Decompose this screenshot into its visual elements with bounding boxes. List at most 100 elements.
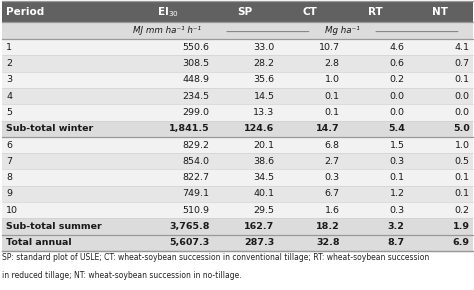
Text: 2: 2 xyxy=(6,59,12,68)
Text: 38.6: 38.6 xyxy=(254,157,274,166)
Text: 829.2: 829.2 xyxy=(182,140,210,150)
Bar xyxy=(2,235,473,251)
Text: 13.3: 13.3 xyxy=(253,108,274,117)
Bar xyxy=(2,169,473,186)
Text: 4: 4 xyxy=(6,92,12,101)
Text: 3.2: 3.2 xyxy=(388,222,405,231)
Bar xyxy=(2,186,473,202)
Text: 4.6: 4.6 xyxy=(390,43,405,52)
Text: 0.0: 0.0 xyxy=(390,108,405,117)
Bar xyxy=(2,202,473,218)
Text: 0.2: 0.2 xyxy=(390,75,405,84)
Text: 299.0: 299.0 xyxy=(182,108,210,117)
Text: 0.1: 0.1 xyxy=(325,92,339,101)
Bar xyxy=(123,1,212,22)
Text: 0.0: 0.0 xyxy=(455,92,470,101)
Bar xyxy=(2,88,473,104)
Text: 0.1: 0.1 xyxy=(455,75,470,84)
Text: 1.2: 1.2 xyxy=(390,189,405,198)
Text: 822.7: 822.7 xyxy=(182,173,210,182)
Text: 3,765.8: 3,765.8 xyxy=(169,222,210,231)
Text: 854.0: 854.0 xyxy=(182,157,210,166)
Text: 308.5: 308.5 xyxy=(182,59,210,68)
Text: 2.7: 2.7 xyxy=(325,157,339,166)
Text: Total annual: Total annual xyxy=(6,238,72,247)
Text: 287.3: 287.3 xyxy=(244,238,274,247)
Text: 10: 10 xyxy=(6,206,18,215)
Text: 7: 7 xyxy=(6,157,12,166)
Text: 1.0: 1.0 xyxy=(325,75,339,84)
Text: 510.9: 510.9 xyxy=(182,206,210,215)
Text: 5.0: 5.0 xyxy=(453,124,470,133)
Text: 10.7: 10.7 xyxy=(319,43,339,52)
Text: 124.6: 124.6 xyxy=(244,124,274,133)
Text: 1.0: 1.0 xyxy=(455,140,470,150)
Text: 35.6: 35.6 xyxy=(254,75,274,84)
Text: 0.6: 0.6 xyxy=(390,59,405,68)
Text: 0.5: 0.5 xyxy=(455,157,470,166)
Text: SP: SP xyxy=(237,7,252,17)
Bar xyxy=(2,218,473,235)
Text: 0.7: 0.7 xyxy=(455,59,470,68)
Text: 9: 9 xyxy=(6,189,12,198)
Text: 749.1: 749.1 xyxy=(182,189,210,198)
Text: CT: CT xyxy=(302,7,317,17)
Text: 29.5: 29.5 xyxy=(254,206,274,215)
Text: 0.3: 0.3 xyxy=(324,173,339,182)
Text: 0.1: 0.1 xyxy=(390,173,405,182)
Bar xyxy=(277,1,342,22)
Bar xyxy=(408,1,473,22)
Text: 20.1: 20.1 xyxy=(254,140,274,150)
Text: 14.7: 14.7 xyxy=(316,124,339,133)
Text: 0.1: 0.1 xyxy=(455,173,470,182)
Text: 8: 8 xyxy=(6,173,12,182)
Text: 1.6: 1.6 xyxy=(325,206,339,215)
Bar xyxy=(2,121,473,137)
Bar xyxy=(2,1,123,22)
Bar xyxy=(2,39,473,55)
Text: Mg ha⁻¹: Mg ha⁻¹ xyxy=(325,26,360,35)
Text: 34.5: 34.5 xyxy=(254,173,274,182)
Text: 33.0: 33.0 xyxy=(253,43,274,52)
Text: 1.5: 1.5 xyxy=(390,140,405,150)
Text: 234.5: 234.5 xyxy=(182,92,210,101)
Text: 0.0: 0.0 xyxy=(455,108,470,117)
Text: 5.4: 5.4 xyxy=(388,124,405,133)
Text: 2.8: 2.8 xyxy=(325,59,339,68)
Bar xyxy=(2,72,473,88)
Text: Sub-total summer: Sub-total summer xyxy=(6,222,102,231)
Text: 6.9: 6.9 xyxy=(453,238,470,247)
Bar xyxy=(212,1,277,22)
Text: EI$_{30}$: EI$_{30}$ xyxy=(156,5,178,19)
Text: 14.5: 14.5 xyxy=(254,92,274,101)
Text: 162.7: 162.7 xyxy=(244,222,274,231)
Text: 0.1: 0.1 xyxy=(455,189,470,198)
Text: 0.0: 0.0 xyxy=(390,92,405,101)
Text: 550.6: 550.6 xyxy=(182,43,210,52)
Text: 32.8: 32.8 xyxy=(316,238,339,247)
Text: MJ mm ha⁻¹ h⁻¹: MJ mm ha⁻¹ h⁻¹ xyxy=(134,26,201,35)
Text: 0.1: 0.1 xyxy=(325,108,339,117)
Text: 0.2: 0.2 xyxy=(455,206,470,215)
Text: in reduced tillage; NT: wheat-soybean succession in no-tillage.: in reduced tillage; NT: wheat-soybean su… xyxy=(2,271,242,280)
Text: 1.9: 1.9 xyxy=(453,222,470,231)
Bar xyxy=(2,137,473,153)
Text: 40.1: 40.1 xyxy=(254,189,274,198)
Text: 3: 3 xyxy=(6,75,12,84)
Bar xyxy=(2,55,473,72)
Text: 1,841.5: 1,841.5 xyxy=(169,124,210,133)
Text: 8.7: 8.7 xyxy=(388,238,405,247)
Text: Period: Period xyxy=(6,7,45,17)
Text: 18.2: 18.2 xyxy=(316,222,339,231)
Text: 5,607.3: 5,607.3 xyxy=(169,238,210,247)
Text: 5: 5 xyxy=(6,108,12,117)
Text: 448.9: 448.9 xyxy=(182,75,210,84)
Text: SP: standard plot of USLE; CT: wheat-soybean succession in conventional tillage;: SP: standard plot of USLE; CT: wheat-soy… xyxy=(2,253,429,262)
Text: 6.8: 6.8 xyxy=(325,140,339,150)
Text: NT: NT xyxy=(432,7,448,17)
Text: 1: 1 xyxy=(6,43,12,52)
Bar xyxy=(2,153,473,169)
Text: RT: RT xyxy=(367,7,383,17)
Bar xyxy=(342,1,408,22)
Text: 0.3: 0.3 xyxy=(390,157,405,166)
